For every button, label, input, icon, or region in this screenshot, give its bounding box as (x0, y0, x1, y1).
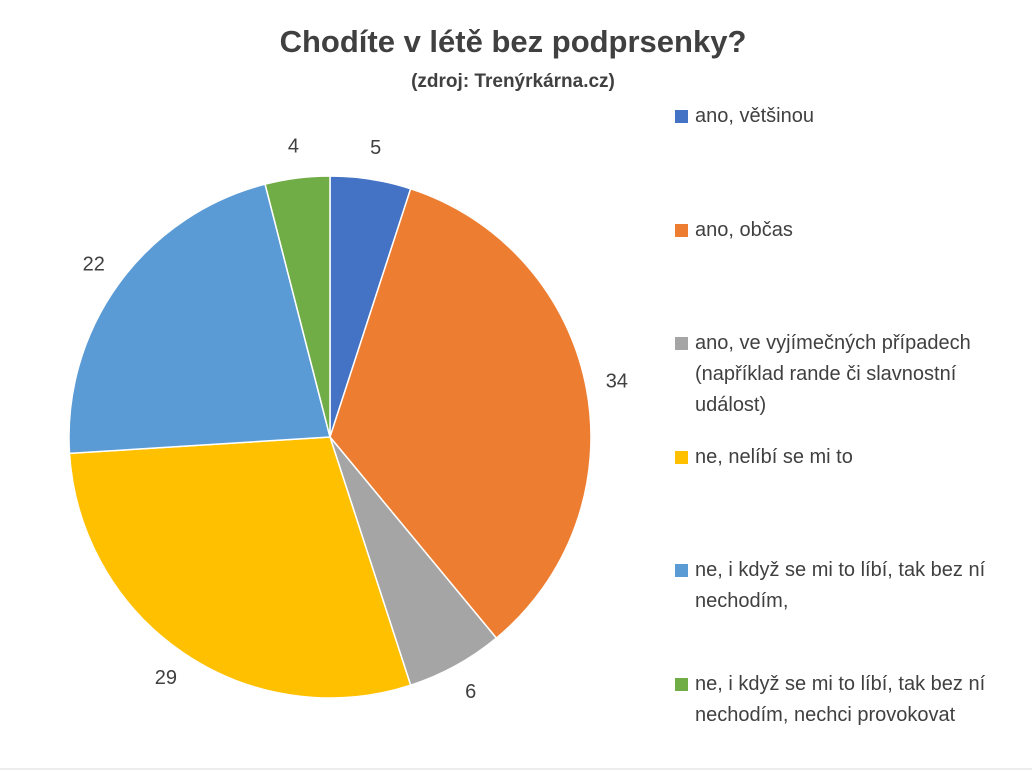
legend-item: ano, většinou (675, 101, 1015, 132)
legend-item: ano, ve vyjímečných případech (například… (675, 328, 1015, 421)
pie-slice (264, 175, 331, 438)
data-label: 22 (83, 254, 105, 276)
data-label: 29 (155, 667, 177, 689)
legend-label: ne, i když se mi to líbí, tak bez ní nec… (695, 672, 986, 726)
legend-swatch (675, 677, 688, 691)
data-label: 34 (606, 371, 628, 393)
data-label: 6 (465, 681, 476, 703)
legend-item: ne, i když se mi to líbí, tak bez ní nec… (675, 669, 1015, 731)
legend-label: ano, občas (695, 218, 793, 241)
legend-item: ano, občas (675, 215, 1015, 246)
data-label: 5 (370, 137, 381, 159)
pie-slice (329, 187, 592, 640)
legend-swatch (675, 223, 688, 237)
legend-label: ne, nelíbí se mi to (695, 445, 853, 468)
legend-swatch (675, 564, 688, 577)
legend-label: ano, většinou (695, 105, 814, 127)
legend-swatch (675, 110, 688, 123)
legend-swatch (675, 450, 688, 464)
pie-slice (68, 436, 412, 699)
legend-swatch (675, 337, 688, 350)
legend-item: ne, i když se mi to líbí, tak bez ní nec… (675, 555, 1015, 617)
chart-subtitle: (zdroj: Trenýrkárna.cz) (411, 71, 615, 92)
legend-item: ne, nelíbí se mi to (675, 442, 1015, 473)
chart-title: Chodíte v létě bez podprsenky? (280, 24, 747, 59)
pie-slice (68, 183, 331, 455)
legend-label: ne, i když se mi to líbí, tak bez ní nec… (695, 559, 986, 612)
data-label: 4 (288, 136, 299, 158)
legend-label: ano, ve vyjímečných případech (například… (695, 332, 971, 416)
